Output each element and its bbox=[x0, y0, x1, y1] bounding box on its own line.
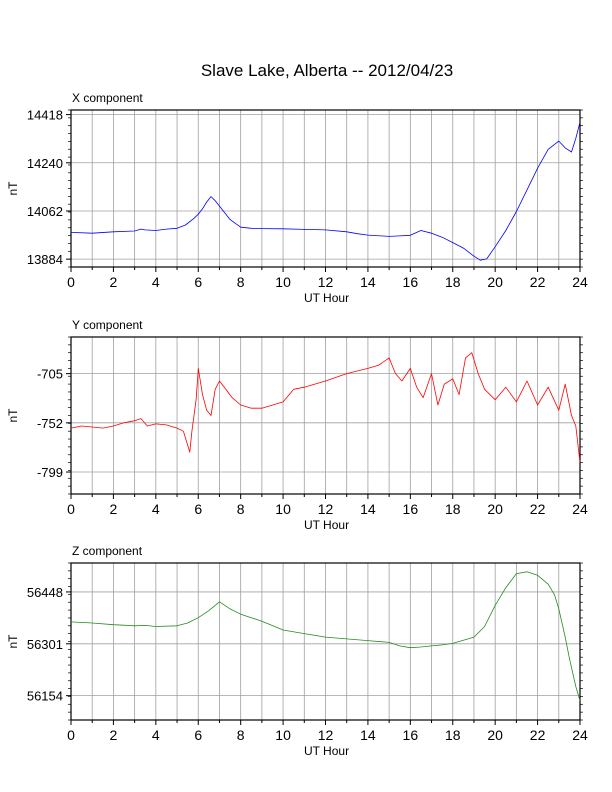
x-tick-label: 22 bbox=[530, 727, 546, 743]
x-axis-label: UT Hour bbox=[304, 291, 349, 305]
figure-title: Slave Lake, Alberta -- 2012/04/23 bbox=[201, 61, 453, 80]
x-tick-label: 2 bbox=[110, 274, 118, 290]
x-tick-label: 24 bbox=[572, 501, 588, 517]
x-tick-label: 6 bbox=[194, 274, 202, 290]
x-tick-label: 16 bbox=[403, 274, 419, 290]
y-tick-label: -752 bbox=[37, 416, 63, 431]
x-tick-label: 24 bbox=[572, 274, 588, 290]
x-tick-label: 2 bbox=[110, 727, 118, 743]
x-tick-label: 14 bbox=[360, 727, 376, 743]
y-axis-label: nT bbox=[6, 181, 20, 196]
x-tick-label: 16 bbox=[403, 727, 419, 743]
x-tick-label: 10 bbox=[275, 274, 291, 290]
y-axis-label: nT bbox=[6, 634, 20, 649]
x-tick-label: 4 bbox=[152, 274, 160, 290]
x-tick-label: 22 bbox=[530, 501, 546, 517]
y-tick-label: 14062 bbox=[27, 204, 63, 219]
plot-frame bbox=[70, 336, 581, 495]
x-tick-label: 0 bbox=[67, 727, 75, 743]
x-tick-label: 18 bbox=[445, 274, 461, 290]
plot-frame bbox=[70, 562, 581, 721]
x-tick-label: 0 bbox=[67, 501, 75, 517]
x-tick-label: 12 bbox=[318, 727, 334, 743]
y-tick-label: 56301 bbox=[27, 637, 63, 652]
x-tick-label: 20 bbox=[487, 501, 503, 517]
series-line bbox=[70, 122, 581, 261]
x-tick-label: 14 bbox=[360, 274, 376, 290]
y-tick-label: -705 bbox=[37, 367, 63, 382]
x-tick-label: 18 bbox=[445, 727, 461, 743]
y-tick-label: 14240 bbox=[27, 156, 63, 171]
x-tick-label: 14 bbox=[360, 501, 376, 517]
x-tick-label: 16 bbox=[403, 501, 419, 517]
x-tick-label: 2 bbox=[110, 501, 118, 517]
x-tick-label: 0 bbox=[67, 274, 75, 290]
x-axis-label: UT Hour bbox=[304, 518, 349, 532]
x-tick-label: 8 bbox=[237, 501, 245, 517]
plot-frame bbox=[70, 109, 581, 268]
x-tick-label: 10 bbox=[275, 727, 291, 743]
x-tick-label: 8 bbox=[237, 727, 245, 743]
x-tick-label: 22 bbox=[530, 274, 546, 290]
series-line bbox=[70, 352, 581, 463]
x-tick-label: 12 bbox=[318, 501, 334, 517]
x-tick-label: 6 bbox=[194, 501, 202, 517]
x-tick-label: 24 bbox=[572, 727, 588, 743]
x-tick-label: 18 bbox=[445, 501, 461, 517]
x-tick-label: 20 bbox=[487, 727, 503, 743]
x-tick-label: 6 bbox=[194, 727, 202, 743]
panel-label: Z component bbox=[72, 544, 143, 558]
series-line bbox=[70, 571, 581, 701]
panel-label: X component bbox=[72, 91, 143, 105]
x-tick-label: 4 bbox=[152, 501, 160, 517]
x-tick-label: 12 bbox=[318, 274, 334, 290]
y-tick-label: -799 bbox=[37, 465, 63, 480]
x-axis-label: UT Hour bbox=[304, 744, 349, 758]
y-tick-label: 13884 bbox=[27, 252, 63, 267]
y-tick-label: 56154 bbox=[27, 689, 63, 704]
y-tick-label: 56448 bbox=[27, 585, 63, 600]
panel-label: Y component bbox=[72, 318, 143, 332]
x-tick-label: 10 bbox=[275, 501, 291, 517]
x-tick-label: 4 bbox=[152, 727, 160, 743]
y-tick-label: 14418 bbox=[27, 108, 63, 123]
x-tick-label: 20 bbox=[487, 274, 503, 290]
x-tick-label: 8 bbox=[237, 274, 245, 290]
y-axis-label: nT bbox=[6, 408, 20, 423]
